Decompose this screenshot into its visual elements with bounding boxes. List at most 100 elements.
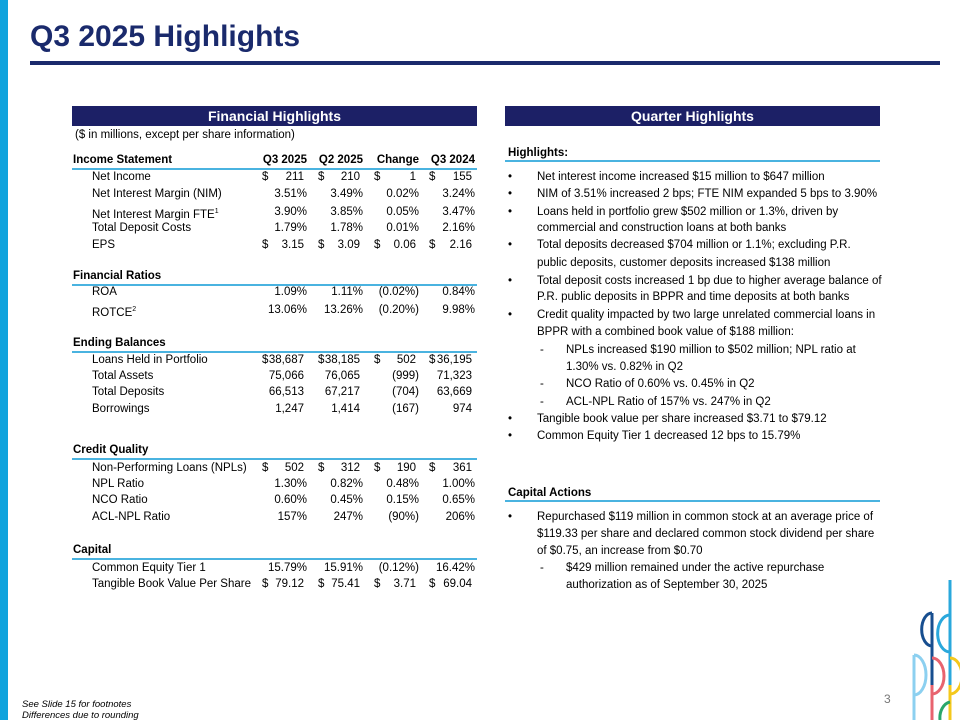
- bullet-text-line: NPLs increased $190 million to $502 mill…: [566, 344, 856, 356]
- cell-value: 3.24%: [442, 188, 475, 200]
- bullet-marker: •: [508, 511, 513, 523]
- bullet-text-line: Net interest income increased $15 millio…: [537, 171, 825, 183]
- row-label: Net Interest Margin FTE1: [92, 205, 219, 222]
- cell-value: 0.01%: [386, 222, 419, 234]
- dollar-sign: $: [374, 239, 381, 251]
- row-label-text: Net Income: [92, 171, 151, 183]
- cell-value: 0.82%: [330, 478, 363, 490]
- cell-value: 2.16%: [442, 222, 475, 234]
- dollar-sign: $: [374, 354, 381, 366]
- cell-value: 3.47%: [442, 206, 475, 218]
- row-label-text: Common Equity Tier 1: [92, 562, 206, 574]
- row-label: Loans Held in Portfolio: [92, 353, 208, 367]
- row-label-text: EPS: [92, 239, 116, 251]
- row-label-text: Loans Held in Portfolio: [92, 354, 208, 366]
- cell-value: 0.84%: [442, 286, 475, 298]
- column-header: Change: [376, 154, 419, 166]
- cell-value: 79.12: [275, 578, 304, 590]
- cell-value: 67,217: [324, 386, 360, 398]
- cell-value: 0.15%: [386, 494, 419, 506]
- bullet-marker: •: [508, 275, 513, 287]
- cell-value: 3.49%: [330, 188, 363, 200]
- dollar-sign: $: [429, 239, 436, 251]
- cell-value: 247%: [333, 511, 363, 523]
- cell-value: 75,066: [268, 370, 304, 382]
- dollar-sign: $: [262, 462, 269, 474]
- bullet-text-line: BPPR with a combined book value of $188 …: [537, 326, 794, 338]
- left-accent-bar: [0, 0, 8, 720]
- cell-value: 1,414: [331, 403, 360, 415]
- row-label-text: Tangible Book Value Per Share: [92, 578, 251, 590]
- cell-value: 3.90%: [274, 206, 307, 218]
- column-header: Q3 2025: [262, 154, 307, 166]
- dollar-sign: $: [318, 578, 325, 590]
- cell-value: 9.98%: [442, 304, 475, 316]
- bullet-text-line: commercial and construction loans at bot…: [537, 222, 787, 234]
- bullet-text-line: P.R. public deposits in BPPR and time de…: [537, 291, 850, 303]
- cell-value: (0.02%): [378, 286, 419, 298]
- section-divider: [72, 558, 477, 560]
- highlights-divider: [505, 160, 880, 162]
- cell-value: 0.65%: [442, 494, 475, 506]
- page-number: 3: [884, 692, 891, 706]
- row-label: Total Deposit Costs: [92, 221, 191, 235]
- cell-value: 38,185: [324, 354, 360, 366]
- row-label-text: Borrowings: [92, 403, 150, 415]
- footnote-marker: 1: [214, 208, 219, 215]
- cell-value: 16.42%: [435, 562, 475, 574]
- cell-value: (90%): [388, 511, 419, 523]
- row-label: ROA: [92, 285, 117, 299]
- section-divider: [72, 284, 477, 286]
- capital-actions-header: Capital Actions: [508, 487, 592, 499]
- bullet-text-line: Total deposits decreased $704 million or…: [537, 239, 851, 251]
- bullet-text-line: Credit quality impacted by two large unr…: [537, 309, 876, 321]
- dollar-sign: $: [262, 354, 269, 366]
- cell-value: (704): [392, 386, 419, 398]
- cell-value: 0.45%: [330, 494, 363, 506]
- page-title: Q3 2025 Highlights: [30, 20, 301, 53]
- cell-value: 1.09%: [274, 286, 307, 298]
- capital-actions-divider: [505, 500, 880, 502]
- section-header: Ending Balances: [73, 337, 166, 349]
- cell-value: 0.05%: [386, 206, 419, 218]
- financial-highlights-band: Financial Highlights: [72, 106, 477, 126]
- cell-value: 1.00%: [442, 478, 475, 490]
- cell-value: 1: [409, 171, 416, 183]
- row-label-text: Net Interest Margin FTE: [92, 208, 215, 221]
- section-header: Income Statement: [73, 154, 173, 166]
- cell-value: 502: [284, 462, 304, 474]
- row-label-text: ROA: [92, 286, 117, 298]
- cell-value: 69.04: [443, 578, 472, 590]
- cell-value: 974: [452, 403, 472, 415]
- row-label: ACL-NPL Ratio: [92, 510, 170, 524]
- cell-value: 3.71: [393, 578, 416, 590]
- cell-value: 0.06: [393, 239, 416, 251]
- units-note: ($ in millions, except per share informa…: [75, 129, 295, 141]
- dollar-sign: $: [318, 354, 325, 366]
- row-label: Net Income: [92, 170, 151, 184]
- cell-value: 0.02%: [386, 188, 419, 200]
- bullet-text-line: Common Equity Tier 1 decreased 12 bps to…: [537, 430, 801, 442]
- footnote-reference: See Slide 15 for footnotes: [22, 699, 132, 710]
- cell-value: 3.15: [281, 239, 304, 251]
- section-header: Capital: [73, 544, 112, 556]
- section-divider: [72, 351, 477, 353]
- row-label: ROTCE2: [92, 303, 136, 320]
- row-label: Non-Performing Loans (NPLs): [92, 461, 247, 475]
- cell-value: 312: [340, 462, 360, 474]
- brand-logo-graphic: [912, 580, 960, 720]
- row-label: NCO Ratio: [92, 493, 148, 507]
- bullet-text-line: Loans held in portfolio grew $502 millio…: [537, 206, 839, 218]
- bullet-text-line: Repurchased $119 million in common stock…: [537, 511, 874, 523]
- dollar-sign: $: [374, 462, 381, 474]
- cell-value: 502: [396, 354, 416, 366]
- column-header: Q3 2024: [430, 154, 475, 166]
- dollar-sign: $: [429, 578, 436, 590]
- section-divider: [72, 168, 477, 170]
- cell-value: 3.09: [337, 239, 360, 251]
- row-label: Total Assets: [92, 369, 153, 383]
- dollar-sign: $: [318, 462, 325, 474]
- cell-value: 36,195: [436, 354, 472, 366]
- section-header: Credit Quality: [73, 444, 149, 456]
- cell-value: 1.78%: [330, 222, 363, 234]
